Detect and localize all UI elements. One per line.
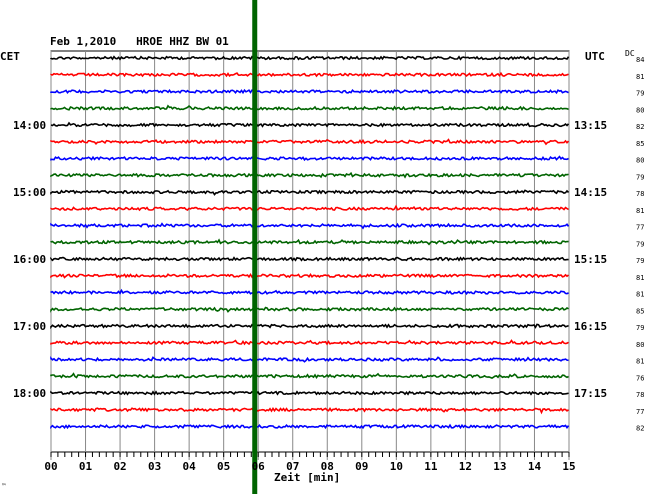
seismic-trace xyxy=(50,55,570,61)
seismic-trace xyxy=(50,272,569,279)
seismic-trace xyxy=(50,204,569,212)
dc-value: 81 xyxy=(636,358,644,366)
dc-value: 78 xyxy=(636,391,644,399)
axis-labels: 00 01 02 03 04 05 06 07 08 09 10 11 12 13 14 15 84 81 79 80… xyxy=(13,56,644,473)
left-hour-label: 16:00 xyxy=(13,253,46,266)
trace-group xyxy=(50,0,570,494)
dc-value: 85 xyxy=(636,140,644,148)
dc-value: 76 xyxy=(636,374,644,382)
dc-value: 77 xyxy=(636,224,644,232)
seismic-trace xyxy=(50,339,569,346)
seismic-trace xyxy=(50,138,570,146)
x-tick-label: 15 xyxy=(562,460,575,473)
x-tick-label: 14 xyxy=(528,460,542,473)
left-axis-label: CET xyxy=(0,50,20,63)
left-hour-label: 17:00 xyxy=(13,320,46,333)
left-hour-label: 15:00 xyxy=(13,186,46,199)
right-hour-label: 14:15 xyxy=(574,186,607,199)
seismic-trace xyxy=(50,222,570,230)
dc-value: 79 xyxy=(636,240,644,248)
right-axis-label: UTC xyxy=(585,50,605,63)
dc-value: 80 xyxy=(636,157,644,165)
seismic-trace xyxy=(50,306,569,313)
seismic-trace xyxy=(50,423,570,430)
x-tick-label: 01 xyxy=(79,460,93,473)
dc-value: 81 xyxy=(636,291,644,299)
corner-mark: ™ xyxy=(2,483,6,490)
x-tick-label: 03 xyxy=(148,460,161,473)
dc-value: 79 xyxy=(636,90,644,98)
seismic-trace xyxy=(50,104,569,112)
dc-value: 79 xyxy=(636,173,644,181)
chart-title: Feb 1,2010 HROE HHZ BW 01 xyxy=(50,35,229,48)
dc-value: 79 xyxy=(636,324,644,332)
right-hour-label: 15:15 xyxy=(574,253,607,266)
left-hour-label: 18:00 xyxy=(13,387,46,400)
seismic-trace xyxy=(50,155,569,162)
seismic-trace xyxy=(50,372,569,379)
event-marker xyxy=(252,0,258,494)
x-axis-label: Zeit [min] xyxy=(274,471,340,484)
seismic-trace xyxy=(50,71,569,78)
x-tick-label: 05 xyxy=(217,460,230,473)
seismic-trace xyxy=(50,356,569,363)
right-hour-label: 13:15 xyxy=(574,119,607,132)
dc-value: 81 xyxy=(636,207,644,215)
seismic-trace xyxy=(50,390,569,396)
x-tick-label: 09 xyxy=(355,460,368,473)
x-tick-label: 06 xyxy=(252,460,266,473)
dc-value: 77 xyxy=(636,408,644,416)
right-hour-label: 17:15 xyxy=(574,387,607,400)
right-hour-label: 16:15 xyxy=(574,320,607,333)
dc-value: 81 xyxy=(636,73,644,81)
left-hour-label: 14:00 xyxy=(13,119,46,132)
dc-value: 85 xyxy=(636,307,644,315)
dc-value: 82 xyxy=(636,123,644,131)
x-tick-label: 02 xyxy=(113,460,126,473)
seismic-trace xyxy=(50,121,570,128)
dc-value: 79 xyxy=(636,257,644,265)
seismic-trace xyxy=(50,88,569,95)
seismic-trace xyxy=(50,288,569,296)
x-tick-label: 13 xyxy=(493,460,506,473)
dc-value: 82 xyxy=(636,425,644,433)
dc-value: 78 xyxy=(636,190,644,198)
seismic-trace xyxy=(50,407,569,415)
dc-value: 81 xyxy=(636,274,644,282)
seismic-trace xyxy=(50,256,569,262)
x-tick-label: 04 xyxy=(183,460,197,473)
x-tick-label: 08 xyxy=(321,460,334,473)
x-tick-label: 12 xyxy=(459,460,472,473)
dc-value: 80 xyxy=(636,106,644,114)
dc-value: 80 xyxy=(636,341,644,349)
x-tick-label: 11 xyxy=(424,460,438,473)
seismic-trace xyxy=(50,238,569,246)
dc-value: 84 xyxy=(636,56,644,64)
seismic-trace xyxy=(50,323,569,330)
x-tick-label: 10 xyxy=(390,460,403,473)
dc-label: DC xyxy=(625,49,635,58)
x-tick-label: 00 xyxy=(44,460,57,473)
seismic-trace xyxy=(50,171,569,179)
seismic-trace xyxy=(50,189,570,196)
x-tick-label: 07 xyxy=(286,460,299,473)
minute-grid xyxy=(50,50,570,460)
